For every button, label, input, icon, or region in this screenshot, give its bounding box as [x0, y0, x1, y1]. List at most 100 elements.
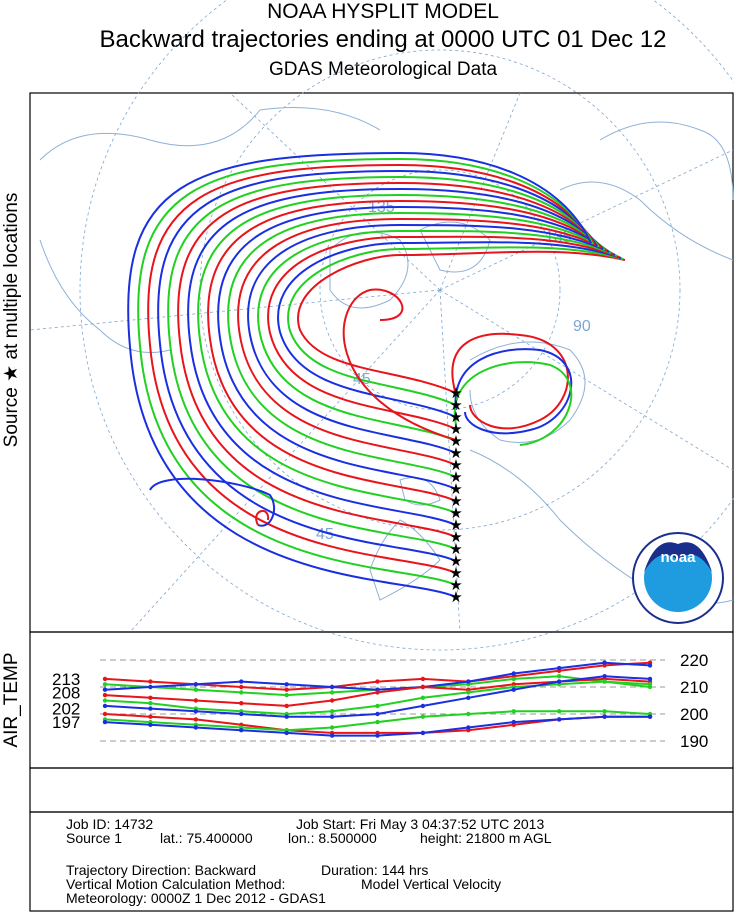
temp-point: [375, 733, 380, 738]
trajectory: [255, 510, 270, 526]
temp-point: [511, 709, 516, 714]
temp-point: [556, 679, 562, 684]
temp-point: [375, 711, 380, 717]
source-star: ★: [449, 469, 462, 486]
source-star: ★: [449, 421, 462, 438]
temp-point: [466, 679, 471, 684]
source-star: ★: [449, 481, 462, 498]
logo-disc: [644, 544, 712, 612]
temp-point: [102, 703, 108, 709]
direction: Trajectory Direction: Backward: [66, 862, 256, 878]
temp-point: [284, 682, 289, 687]
temp-point: [193, 682, 199, 687]
temp-point: [602, 709, 607, 714]
vertical-method: Vertical Motion Calculation Method:: [66, 876, 285, 892]
temp-point: [193, 709, 199, 714]
temp-point: [420, 695, 426, 700]
trajectory: [267, 235, 620, 430]
empty-frame: [29, 767, 734, 813]
source-star: ★: [449, 505, 462, 522]
trajectory: [157, 169, 598, 562]
trajectory: [257, 229, 618, 442]
temp-point: [647, 714, 653, 719]
source-star: ★: [449, 493, 462, 510]
trajectory: [197, 193, 606, 514]
trajectory: [237, 217, 614, 466]
title: NOAA HYSPLIT MODEL: [267, 0, 499, 23]
temp-point: [284, 703, 289, 709]
source-star: ★: [449, 541, 462, 558]
temp-point: [102, 692, 108, 698]
temp-point: [239, 728, 244, 733]
temp-point: [329, 698, 335, 703]
y-tick-label: 190: [680, 732, 708, 751]
start-label: 208: [52, 683, 80, 702]
trajectory: [177, 181, 602, 538]
temp-point: [466, 711, 471, 717]
lat: lat.: 75.400000: [160, 830, 253, 846]
temp-point: [329, 684, 335, 690]
temp-point: [511, 687, 516, 692]
temp-point: [148, 679, 153, 684]
subtitle: Backward trajectories ending at 0000 UTC…: [100, 26, 667, 53]
temp-point: [420, 730, 426, 736]
source-star: ★: [449, 433, 462, 450]
temp-line: [104, 661, 651, 691]
temp-point: [148, 684, 153, 690]
trajectory: [127, 151, 592, 598]
temp-point: [148, 701, 153, 706]
temp-point: [148, 714, 153, 719]
temp-point: [602, 660, 607, 665]
coastline: [39, 107, 381, 353]
temp-point: [284, 692, 289, 698]
temp-point: [329, 690, 335, 695]
temp-point: [239, 684, 244, 690]
source-star: ★: [449, 445, 462, 462]
job-id: Job ID: 14732: [66, 816, 153, 832]
grid-label: 90: [573, 318, 591, 335]
source-star: ★: [449, 553, 462, 570]
info-frame: [29, 811, 734, 912]
start-label: 213: [52, 670, 80, 689]
temp-point: [329, 714, 335, 719]
data-source: GDAS Meteorological Data: [269, 59, 498, 80]
temp-point: [148, 706, 153, 711]
y-axis-label: AIR_TEMP: [1, 652, 22, 747]
temp-point: [511, 719, 516, 725]
latitude-circle: [79, 0, 734, 651]
trajectory: [149, 477, 276, 527]
temp-point: [511, 676, 516, 682]
trajectory: [167, 175, 600, 550]
temp-point: [647, 676, 653, 682]
temp-frame: [29, 631, 734, 769]
temp-point: [193, 687, 199, 692]
trajectory: [277, 241, 622, 418]
trajectory: [187, 187, 604, 526]
temp-point: [239, 701, 244, 706]
temp-point: [420, 714, 426, 719]
lon: lon.: 8.500000: [288, 830, 377, 846]
trajectory: [137, 157, 594, 586]
source-star: ★: [449, 517, 462, 534]
temp-point: [375, 719, 380, 725]
temp-point: [193, 717, 199, 722]
trajectory: [453, 361, 573, 446]
start-label: 197: [52, 713, 80, 732]
latitude-circle: [199, 49, 681, 531]
trajectory: [207, 199, 608, 502]
temp-point: [420, 676, 426, 682]
temp-point: [193, 725, 199, 730]
temp-line: [104, 680, 651, 716]
coastline: [559, 121, 734, 261]
temp-point: [102, 719, 108, 725]
meteorology: Meteorology: 0000Z 1 Dec 2012 - GDAS1: [66, 890, 326, 906]
duration: Duration: 144 hrs: [321, 862, 428, 878]
temp-point: [102, 687, 108, 692]
source-star: ★: [449, 457, 462, 474]
source-star: ★: [449, 529, 462, 546]
temp-point: [375, 679, 380, 684]
meridian: [439, 149, 734, 291]
trajectory: [342, 288, 457, 441]
job-start: Job Start: Fri May 3 04:37:52 UTC 2013: [296, 816, 544, 832]
